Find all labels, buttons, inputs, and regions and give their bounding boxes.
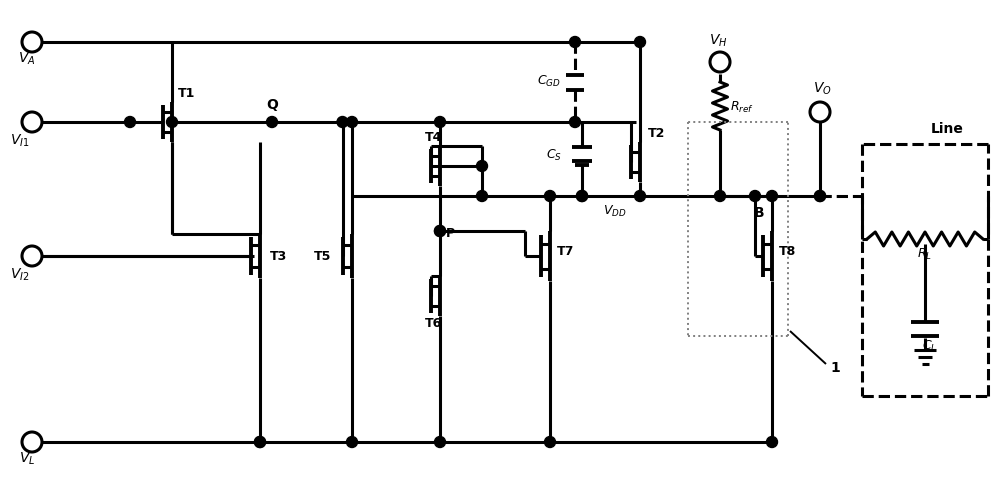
Text: T8: T8	[779, 244, 796, 257]
Text: $R_L$: $R_L$	[917, 246, 933, 261]
Text: $C_S$: $C_S$	[546, 147, 562, 162]
Circle shape	[570, 37, 580, 48]
Circle shape	[635, 191, 646, 202]
Circle shape	[576, 191, 588, 202]
Circle shape	[435, 437, 446, 448]
Text: $C_{GD}$: $C_{GD}$	[537, 73, 561, 89]
Text: Q: Q	[266, 98, 278, 112]
Circle shape	[435, 226, 446, 237]
Circle shape	[814, 191, 826, 202]
Circle shape	[544, 191, 556, 202]
Text: T5: T5	[314, 250, 331, 263]
Text: $R_{ref}$: $R_{ref}$	[730, 99, 754, 114]
Circle shape	[714, 191, 726, 202]
Circle shape	[750, 191, 761, 202]
Text: Line: Line	[931, 122, 963, 136]
Circle shape	[635, 37, 646, 48]
Text: T3: T3	[270, 250, 287, 263]
Circle shape	[435, 117, 446, 128]
Circle shape	[255, 437, 266, 448]
Circle shape	[814, 191, 826, 202]
Text: $V_{I1}$: $V_{I1}$	[10, 133, 30, 149]
Circle shape	[347, 117, 358, 128]
Circle shape	[570, 117, 580, 128]
Text: $V_O$: $V_O$	[813, 81, 831, 97]
Text: $V_{DD}$: $V_{DD}$	[603, 204, 627, 219]
Circle shape	[544, 437, 556, 448]
Text: $V_A$: $V_A$	[18, 51, 36, 67]
Text: T2: T2	[648, 127, 665, 140]
Text: T7: T7	[557, 244, 574, 257]
Circle shape	[767, 191, 778, 202]
Text: B: B	[754, 206, 764, 220]
Text: $V_{I2}$: $V_{I2}$	[10, 267, 30, 283]
Circle shape	[477, 191, 488, 202]
Circle shape	[267, 117, 278, 128]
Text: $V_H$: $V_H$	[709, 33, 727, 49]
Text: $V_L$: $V_L$	[19, 450, 35, 467]
Circle shape	[347, 437, 358, 448]
Text: 1: 1	[830, 360, 840, 374]
Text: T6: T6	[425, 317, 442, 329]
Circle shape	[767, 437, 778, 448]
Text: $C_L$: $C_L$	[922, 338, 938, 353]
Text: T4: T4	[425, 131, 442, 144]
Circle shape	[125, 117, 136, 128]
Circle shape	[477, 161, 488, 172]
Circle shape	[576, 191, 588, 202]
Circle shape	[167, 117, 178, 128]
Circle shape	[435, 226, 446, 237]
Text: P: P	[446, 227, 455, 240]
Circle shape	[337, 117, 348, 128]
Circle shape	[255, 437, 266, 448]
Text: T1: T1	[178, 87, 195, 100]
